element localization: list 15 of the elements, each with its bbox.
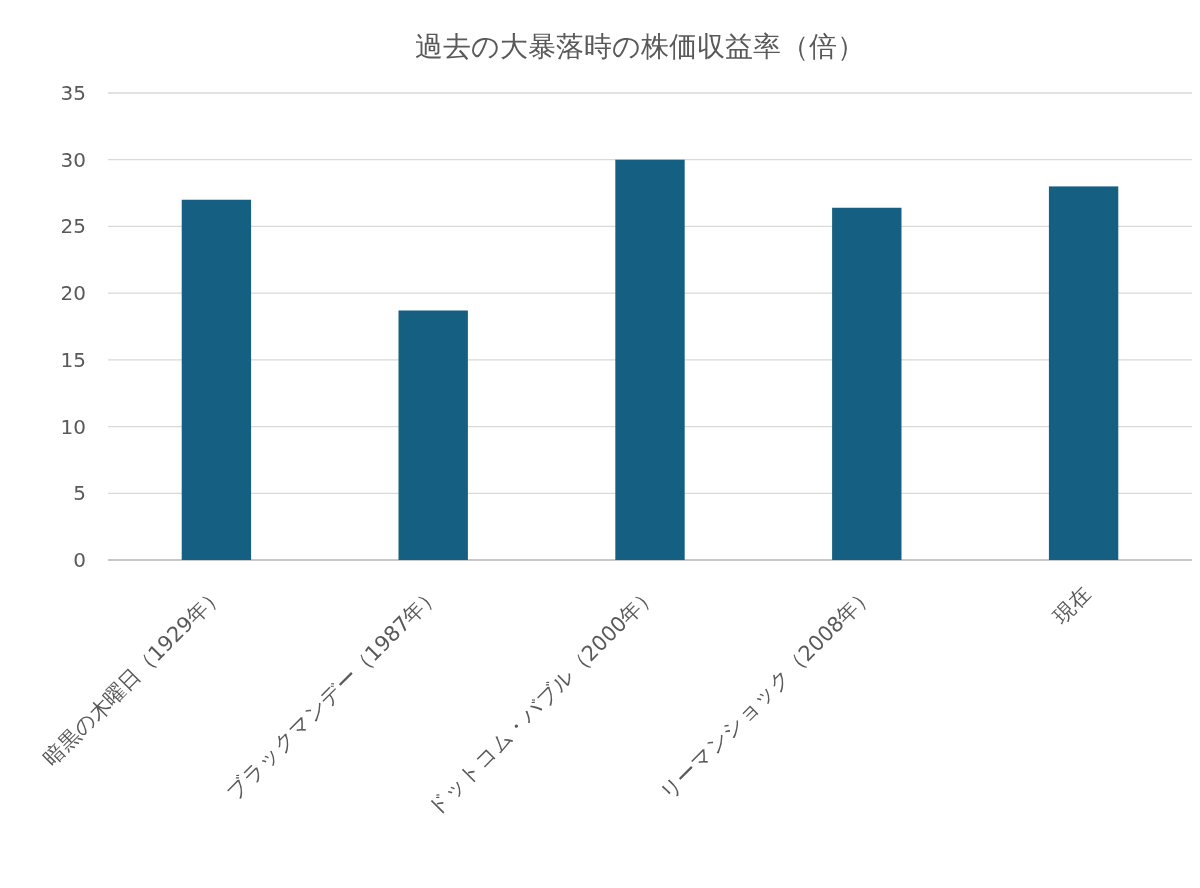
y-tick-label: 20 — [60, 281, 86, 306]
bar — [398, 310, 468, 560]
bar — [832, 207, 902, 560]
x-tick-label: 現在 — [1048, 581, 1096, 629]
bar — [181, 199, 252, 560]
y-tick-label: 15 — [60, 347, 86, 372]
y-tick-label: 25 — [60, 214, 86, 239]
bar — [615, 159, 685, 560]
bar — [1048, 186, 1119, 560]
chart-title: 過去の大暴落時の株価収益率（倍） — [415, 30, 865, 63]
y-tick-label: 5 — [73, 481, 86, 506]
y-tick-label: 10 — [60, 414, 86, 439]
y-tick-label: 35 — [60, 81, 86, 105]
y-tick-label: 30 — [60, 147, 86, 172]
y-tick-label: 0 — [73, 548, 86, 572]
